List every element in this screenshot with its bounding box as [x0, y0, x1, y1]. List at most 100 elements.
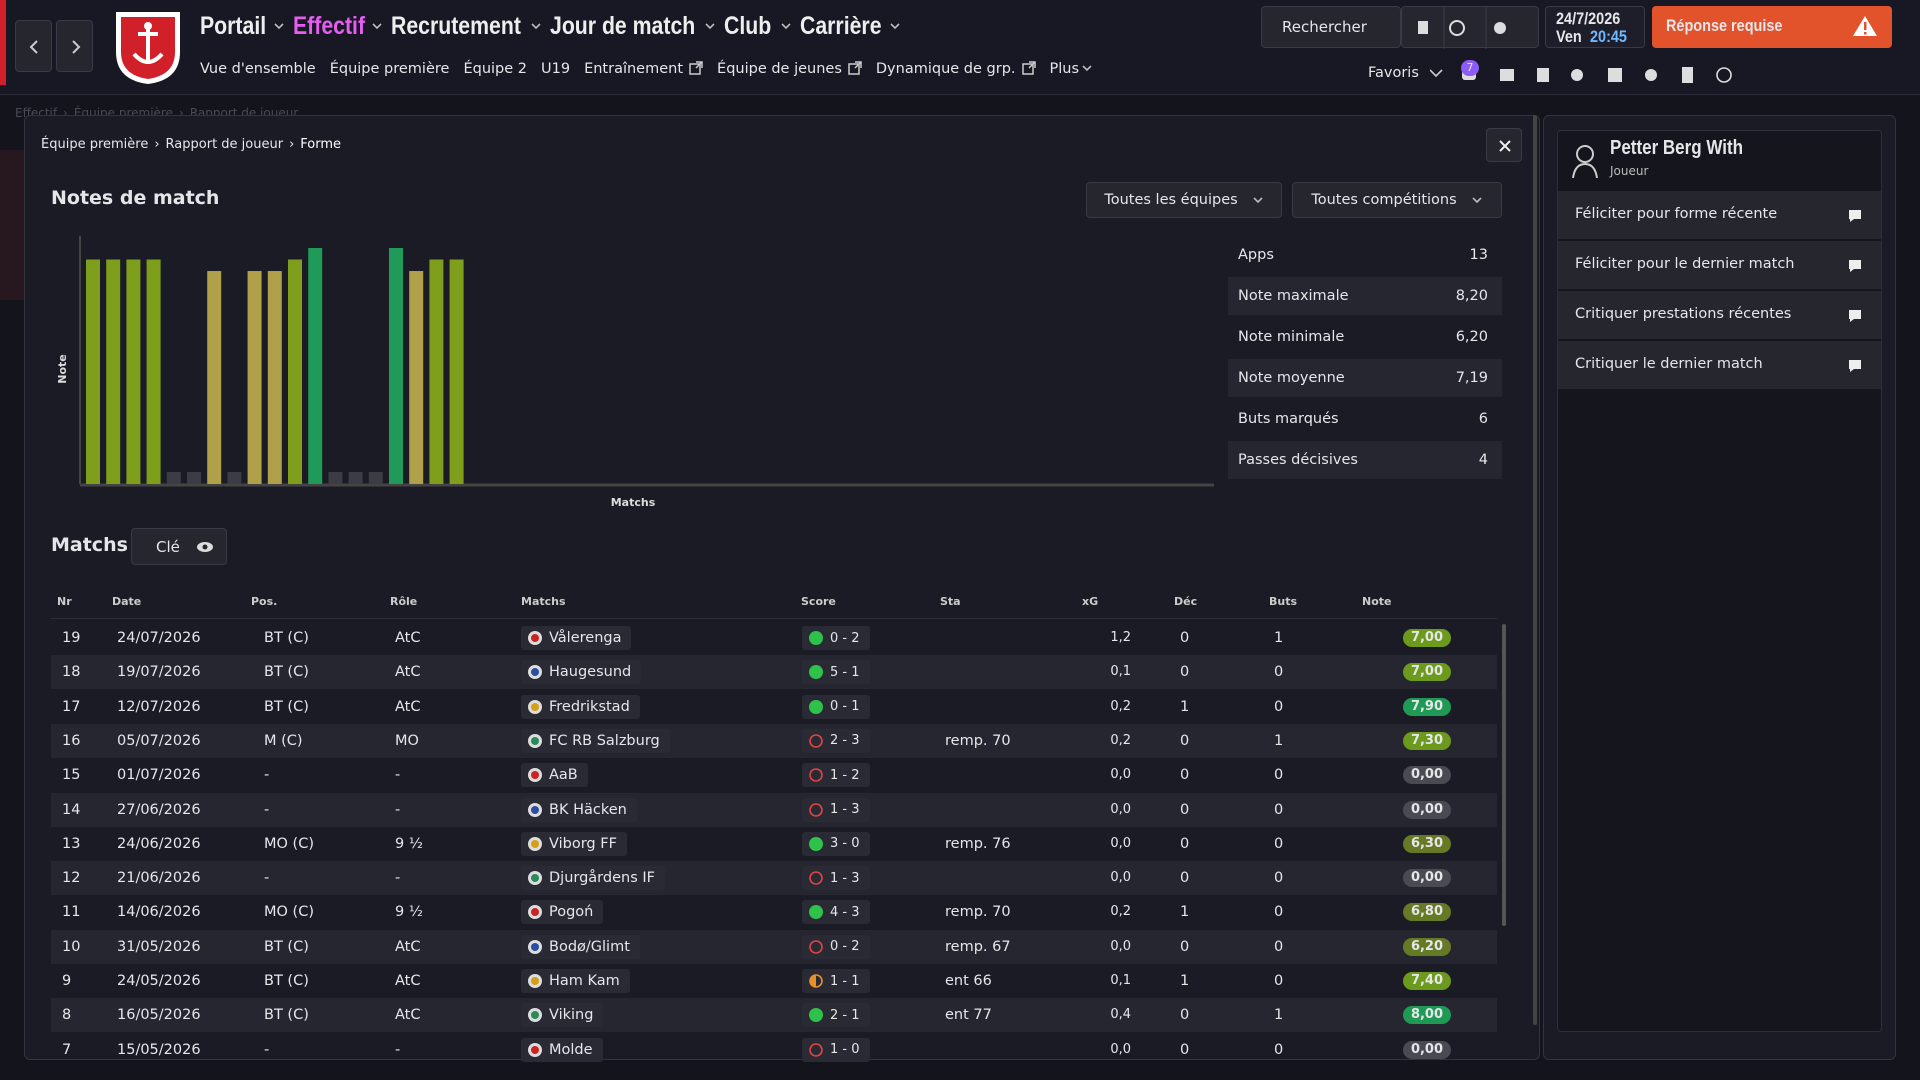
score-chip: 1 - 3: [802, 866, 870, 891]
cell-date: 21/06/2026: [117, 870, 201, 887]
cell-role: AtC: [395, 664, 421, 681]
alert-button[interactable]: Réponse requise: [1652, 6, 1892, 48]
cell-role: MO: [395, 732, 419, 749]
opponent-chip[interactable]: AaB: [521, 763, 588, 788]
column-header: Date: [112, 595, 142, 608]
cell-dec: 0: [1180, 835, 1190, 852]
opponent-chip[interactable]: Pogoń: [521, 900, 604, 925]
cell-dec: 0: [1180, 938, 1190, 955]
opponent-chip[interactable]: BK Häcken: [521, 797, 637, 822]
bar: [308, 248, 323, 484]
cell-role: AtC: [395, 630, 421, 646]
column-header: Pos.: [251, 595, 278, 608]
filter-dropdown[interactable]: Toutes les équipes: [1086, 182, 1282, 218]
date: 24/7/2026: [1556, 9, 1621, 28]
score-chip: 0 - 2: [802, 934, 870, 959]
close-button[interactable]: [1486, 128, 1522, 162]
sub-nav-item[interactable]: Entraînement: [584, 61, 703, 77]
match-row[interactable]: 18 19/07/2026 BT (C) AtC Haugesund 5 - 1 0,1 0 0…: [51, 655, 1497, 690]
nav-item[interactable]: Jour de match: [550, 10, 716, 42]
player-action[interactable]: Critiquer prestations récentes: [1558, 291, 1881, 339]
player-action[interactable]: Critiquer le dernier match: [1558, 341, 1881, 389]
tool-buttons[interactable]: [1401, 6, 1539, 49]
sub-nav-item[interactable]: U19: [541, 61, 571, 77]
cell-nr: 19: [62, 630, 81, 646]
forward-button[interactable]: [56, 20, 93, 72]
note-badge: 7,40: [1403, 972, 1451, 990]
key-button[interactable]: Clé: [131, 528, 227, 565]
sub-nav-item[interactable]: Plus: [1050, 61, 1094, 77]
match-row[interactable]: 17 12/07/2026 BT (C) AtC Fredrikstad 0 - 1 0,2…: [51, 690, 1497, 724]
cell-nr: 10: [62, 938, 81, 955]
action-label: Féliciter pour le dernier match: [1575, 256, 1795, 272]
player-action[interactable]: Féliciter pour le dernier match: [1558, 241, 1881, 289]
stat-value: 13: [1469, 247, 1488, 263]
sub-nav-item[interactable]: Dynamique de grp.: [876, 61, 1036, 77]
player-role: Joueur: [1610, 164, 1649, 178]
match-row[interactable]: 13 24/06/2026 MO (C) 9 ½ Viborg FF 3 - 0 remp.…: [51, 827, 1497, 861]
back-button[interactable]: [15, 20, 52, 72]
crumb-item[interactable]: Forme: [300, 137, 342, 152]
alert-label: Réponse requise: [1666, 16, 1783, 35]
match-row[interactable]: 9 24/05/2026 BT (C) AtC Ham Kam 1 - 1 ent 66 0,…: [51, 964, 1497, 998]
match-row[interactable]: 16 05/07/2026 M (C) MO FC RB Salzburg 2 - 3 re…: [51, 723, 1497, 758]
opponent-chip[interactable]: Bodø/Glimt: [521, 934, 640, 959]
match-row[interactable]: 7 15/05/2026- - Molde 1 - 0 0,0 0 0 0,00: [51, 1033, 1497, 1067]
nav-item[interactable]: Recrutement: [391, 10, 543, 42]
crumb-item[interactable]: Rapport de joueur: [165, 137, 284, 152]
match-row[interactable]: 11 14/06/2026 MO (C) 9 ½ Pogoń 4 - 3 remp. 70 0…: [51, 895, 1497, 929]
opponent-name: Vålerenga: [549, 630, 622, 646]
cell-sta: remp. 70: [945, 904, 1011, 921]
cell-dec: 0: [1180, 630, 1190, 646]
search-button[interactable]: Rechercher: [1261, 6, 1401, 48]
bar: [409, 271, 424, 484]
club-logo[interactable]: [110, 8, 186, 86]
opponent-chip[interactable]: Fredrikstad: [521, 694, 640, 719]
match-row[interactable]: 8 16/05/2026 BT (C) AtC Viking 2 - 1 ent 77 0,4…: [51, 998, 1497, 1033]
sub-nav-item[interactable]: Vue d'ensemble: [200, 61, 316, 77]
opponent-chip[interactable]: Ham Kam: [521, 969, 630, 993]
opponent-chip[interactable]: Vålerenga: [521, 626, 632, 650]
cell-pos: BT (C): [264, 973, 309, 989]
sub-nav-item[interactable]: Équipe 2: [463, 61, 527, 77]
column-header: Rôle: [390, 595, 418, 608]
cell-sta: ent 77: [945, 1007, 992, 1024]
opponent-chip[interactable]: Molde: [521, 1037, 603, 1062]
cell-date: 31/05/2026: [117, 938, 201, 955]
cell-pos: -: [264, 801, 270, 818]
match-row[interactable]: 12 21/06/2026- - Djurgårdens IF 1 - 3 0,0 0 0 0,…: [51, 861, 1497, 896]
filter-dropdown[interactable]: Toutes compétitions: [1292, 182, 1502, 218]
sub-nav-item[interactable]: Équipe de jeunes: [717, 61, 862, 77]
note-badge: 6,80: [1403, 903, 1451, 922]
player-action[interactable]: Féliciter pour forme récente: [1558, 191, 1881, 239]
cell-dec: 1: [1180, 973, 1190, 989]
favorites[interactable]: Favoris: [1368, 65, 1419, 81]
match-row[interactable]: 14 27/06/2026- - BK Häcken 1 - 3 0,0 0 0 0,00: [51, 792, 1497, 827]
crumb-item[interactable]: Équipe première: [41, 137, 149, 152]
opponent-chip[interactable]: Viking: [521, 1003, 604, 1028]
nav-item[interactable]: Portail: [200, 10, 285, 42]
sub-nav-item[interactable]: Équipe première: [329, 61, 450, 77]
score-chip: 0 - 1: [802, 694, 870, 719]
match-row[interactable]: 10 31/05/2026 BT (C) AtC Bodø/Glimt 0 - 2 remp…: [51, 929, 1497, 964]
cell-nr: 13: [62, 835, 81, 852]
date-box[interactable]: 24/7/2026 Ven 20:45: [1545, 6, 1645, 48]
cell-date: 15/05/2026: [117, 1041, 201, 1058]
scrollbar[interactable]: [1502, 624, 1506, 926]
match-row[interactable]: 15 01/07/2026- - AaB 1 - 2 0,0 0 0 0,00: [51, 758, 1497, 792]
nav-item[interactable]: Effectif: [293, 10, 383, 42]
opponent-chip[interactable]: Djurgårdens IF: [521, 866, 665, 891]
score-chip: 5 - 1: [802, 660, 870, 685]
opponent-chip[interactable]: FC RB Salzburg: [521, 728, 670, 753]
panel-scrollbar[interactable]: [1533, 115, 1537, 1025]
bar: [267, 271, 282, 484]
opponent-chip[interactable]: Haugesund: [521, 660, 642, 685]
day: Ven: [1556, 27, 1582, 46]
opponent-chip[interactable]: Viborg FF: [521, 831, 627, 856]
match-row[interactable]: 19 24/07/2026 BT (C) AtC Vålerenga 0 - 2 1,2 0 1…: [51, 621, 1497, 655]
nav-item[interactable]: Carrière: [800, 10, 901, 42]
nav-item[interactable]: Club: [724, 10, 792, 42]
rating-chart: Note Matchs: [56, 236, 1214, 509]
score: 3 - 0: [830, 836, 860, 852]
cell-xg: 0,0: [1110, 767, 1131, 783]
